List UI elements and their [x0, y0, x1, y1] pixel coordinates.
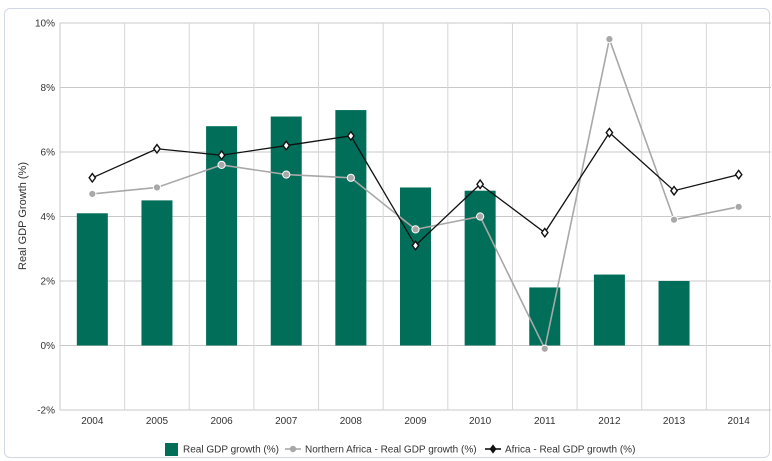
point-circle	[88, 189, 97, 199]
y-tick-label: -2%	[37, 406, 55, 417]
y-tick-label: 2%	[41, 277, 56, 288]
x-tick-label: 2014	[728, 416, 751, 427]
point-circle	[217, 160, 226, 169]
x-tick-label: 2012	[598, 416, 621, 427]
y-axis-title: Real GDP Growth (%)	[17, 162, 29, 270]
point-diamond	[411, 240, 420, 251]
point-diamond	[217, 149, 226, 161]
bar	[400, 187, 431, 346]
y-tick-label: 6%	[41, 148, 56, 159]
point-diamond	[734, 169, 743, 180]
x-tick-label: 2008	[340, 416, 363, 427]
y-tick-label: 0%	[41, 341, 56, 352]
point-diamond	[540, 227, 549, 238]
y-axis-ticks: -2% 0% 2% 4% 6% 8% 10%	[35, 19, 55, 417]
x-tick-label: 2005	[146, 416, 169, 427]
x-tick-label: 2010	[469, 416, 492, 427]
x-tick-label: 2006	[210, 416, 233, 427]
x-tick-label: 2011	[534, 416, 556, 427]
point-circle	[734, 202, 743, 211]
point-circle	[152, 183, 162, 192]
x-tick-label: 2007	[275, 416, 298, 427]
x-tick-label: 2009	[404, 416, 427, 427]
line-series	[88, 35, 743, 353]
y-tick-label: 10%	[35, 19, 55, 30]
bar	[658, 281, 690, 346]
bar	[76, 213, 108, 346]
legend-label: Africa - Real GDP growth (%)	[505, 445, 635, 456]
x-tick-label: 2013	[663, 416, 686, 427]
point-circle	[476, 212, 485, 221]
grid	[59, 22, 771, 411]
point-circle	[282, 170, 291, 179]
point-diamond	[282, 140, 291, 151]
point-circle	[411, 225, 420, 234]
legend-label: Northern Africa - Real GDP growth (%)	[305, 445, 477, 456]
y-tick-label: 8%	[41, 83, 56, 94]
legend-marker-circle	[289, 445, 297, 453]
x-axis-ticks: 2004 2005 2006 2007 2008 2009 2010 2011 2012 2013…	[81, 416, 750, 427]
point-circle	[605, 35, 614, 44]
bar-series	[76, 110, 690, 346]
bar	[593, 274, 625, 346]
point-diamond	[476, 178, 485, 190]
point-diamond	[605, 127, 614, 139]
point-diamond	[346, 130, 355, 142]
point-diamond	[670, 185, 679, 197]
point-diamond	[88, 172, 97, 184]
bar	[141, 200, 173, 346]
legend-marker-diamond	[489, 444, 497, 454]
bar	[270, 116, 302, 346]
point-circle	[540, 344, 549, 353]
chart-frame	[4, 8, 770, 458]
x-tick-label: 2004	[81, 416, 104, 427]
legend: Real GDP growth (%) Northern Africa - Rea…	[165, 443, 635, 456]
bar	[335, 110, 367, 346]
point-diamond	[152, 143, 161, 155]
point-circle	[346, 173, 355, 182]
legend-swatch-bar	[165, 443, 178, 456]
y-tick-label: 4%	[41, 212, 56, 223]
legend-label: Real GDP growth (%)	[183, 445, 279, 456]
point-circle	[669, 215, 679, 224]
